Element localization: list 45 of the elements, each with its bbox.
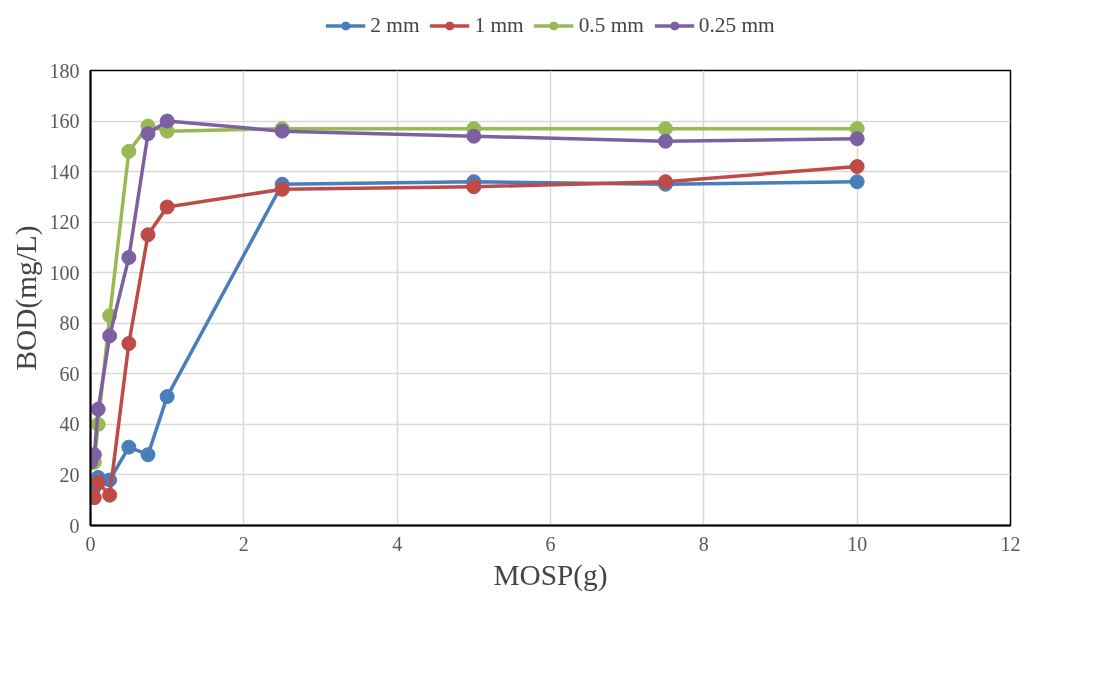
point	[121, 336, 137, 351]
point	[159, 199, 175, 215]
x-tick-label: 2	[238, 532, 249, 555]
point	[90, 401, 106, 417]
y-tick-label: 120	[49, 211, 80, 234]
y-tick-label: 80	[59, 312, 80, 335]
point	[159, 113, 175, 129]
point	[849, 131, 865, 147]
point	[159, 389, 175, 405]
x-tick-label: 4	[392, 532, 403, 555]
y-tick-label: 40	[59, 413, 80, 436]
y-axis-title: BOD(mg/L)	[9, 225, 43, 371]
point	[140, 227, 156, 243]
point	[90, 475, 106, 491]
y-tick-label: 100	[49, 261, 80, 284]
y-tick-label: 160	[49, 110, 80, 133]
y-tick-label: 60	[59, 362, 80, 385]
point	[658, 133, 673, 149]
point	[466, 128, 482, 144]
point	[121, 439, 137, 455]
x-tick-label: 8	[698, 532, 709, 555]
point	[140, 126, 156, 142]
x-axis-title: MOSP(g)	[493, 558, 608, 592]
y-tick-label: 0	[69, 514, 80, 537]
x-tick-label: 0	[85, 532, 96, 555]
y-tick-label: 140	[49, 160, 80, 183]
point	[121, 250, 137, 266]
legend-label: 2 mm	[370, 12, 420, 38]
point	[466, 179, 482, 195]
point	[849, 159, 865, 175]
point	[140, 447, 156, 463]
legend-label: 0.5 mm	[578, 12, 644, 38]
point	[274, 181, 290, 197]
legend-label: 1 mm	[474, 12, 524, 38]
legend-label: 0.25 mm	[698, 12, 775, 38]
y-tick-label: 20	[59, 463, 80, 486]
x-tick-label: 12	[1000, 532, 1021, 555]
point	[102, 487, 118, 503]
y-tick-label: 180	[49, 59, 80, 82]
point	[102, 328, 118, 344]
point	[121, 143, 137, 159]
point	[658, 121, 673, 137]
x-tick-label: 6	[545, 532, 556, 555]
point	[849, 174, 865, 190]
x-tick-label: 10	[847, 532, 868, 555]
